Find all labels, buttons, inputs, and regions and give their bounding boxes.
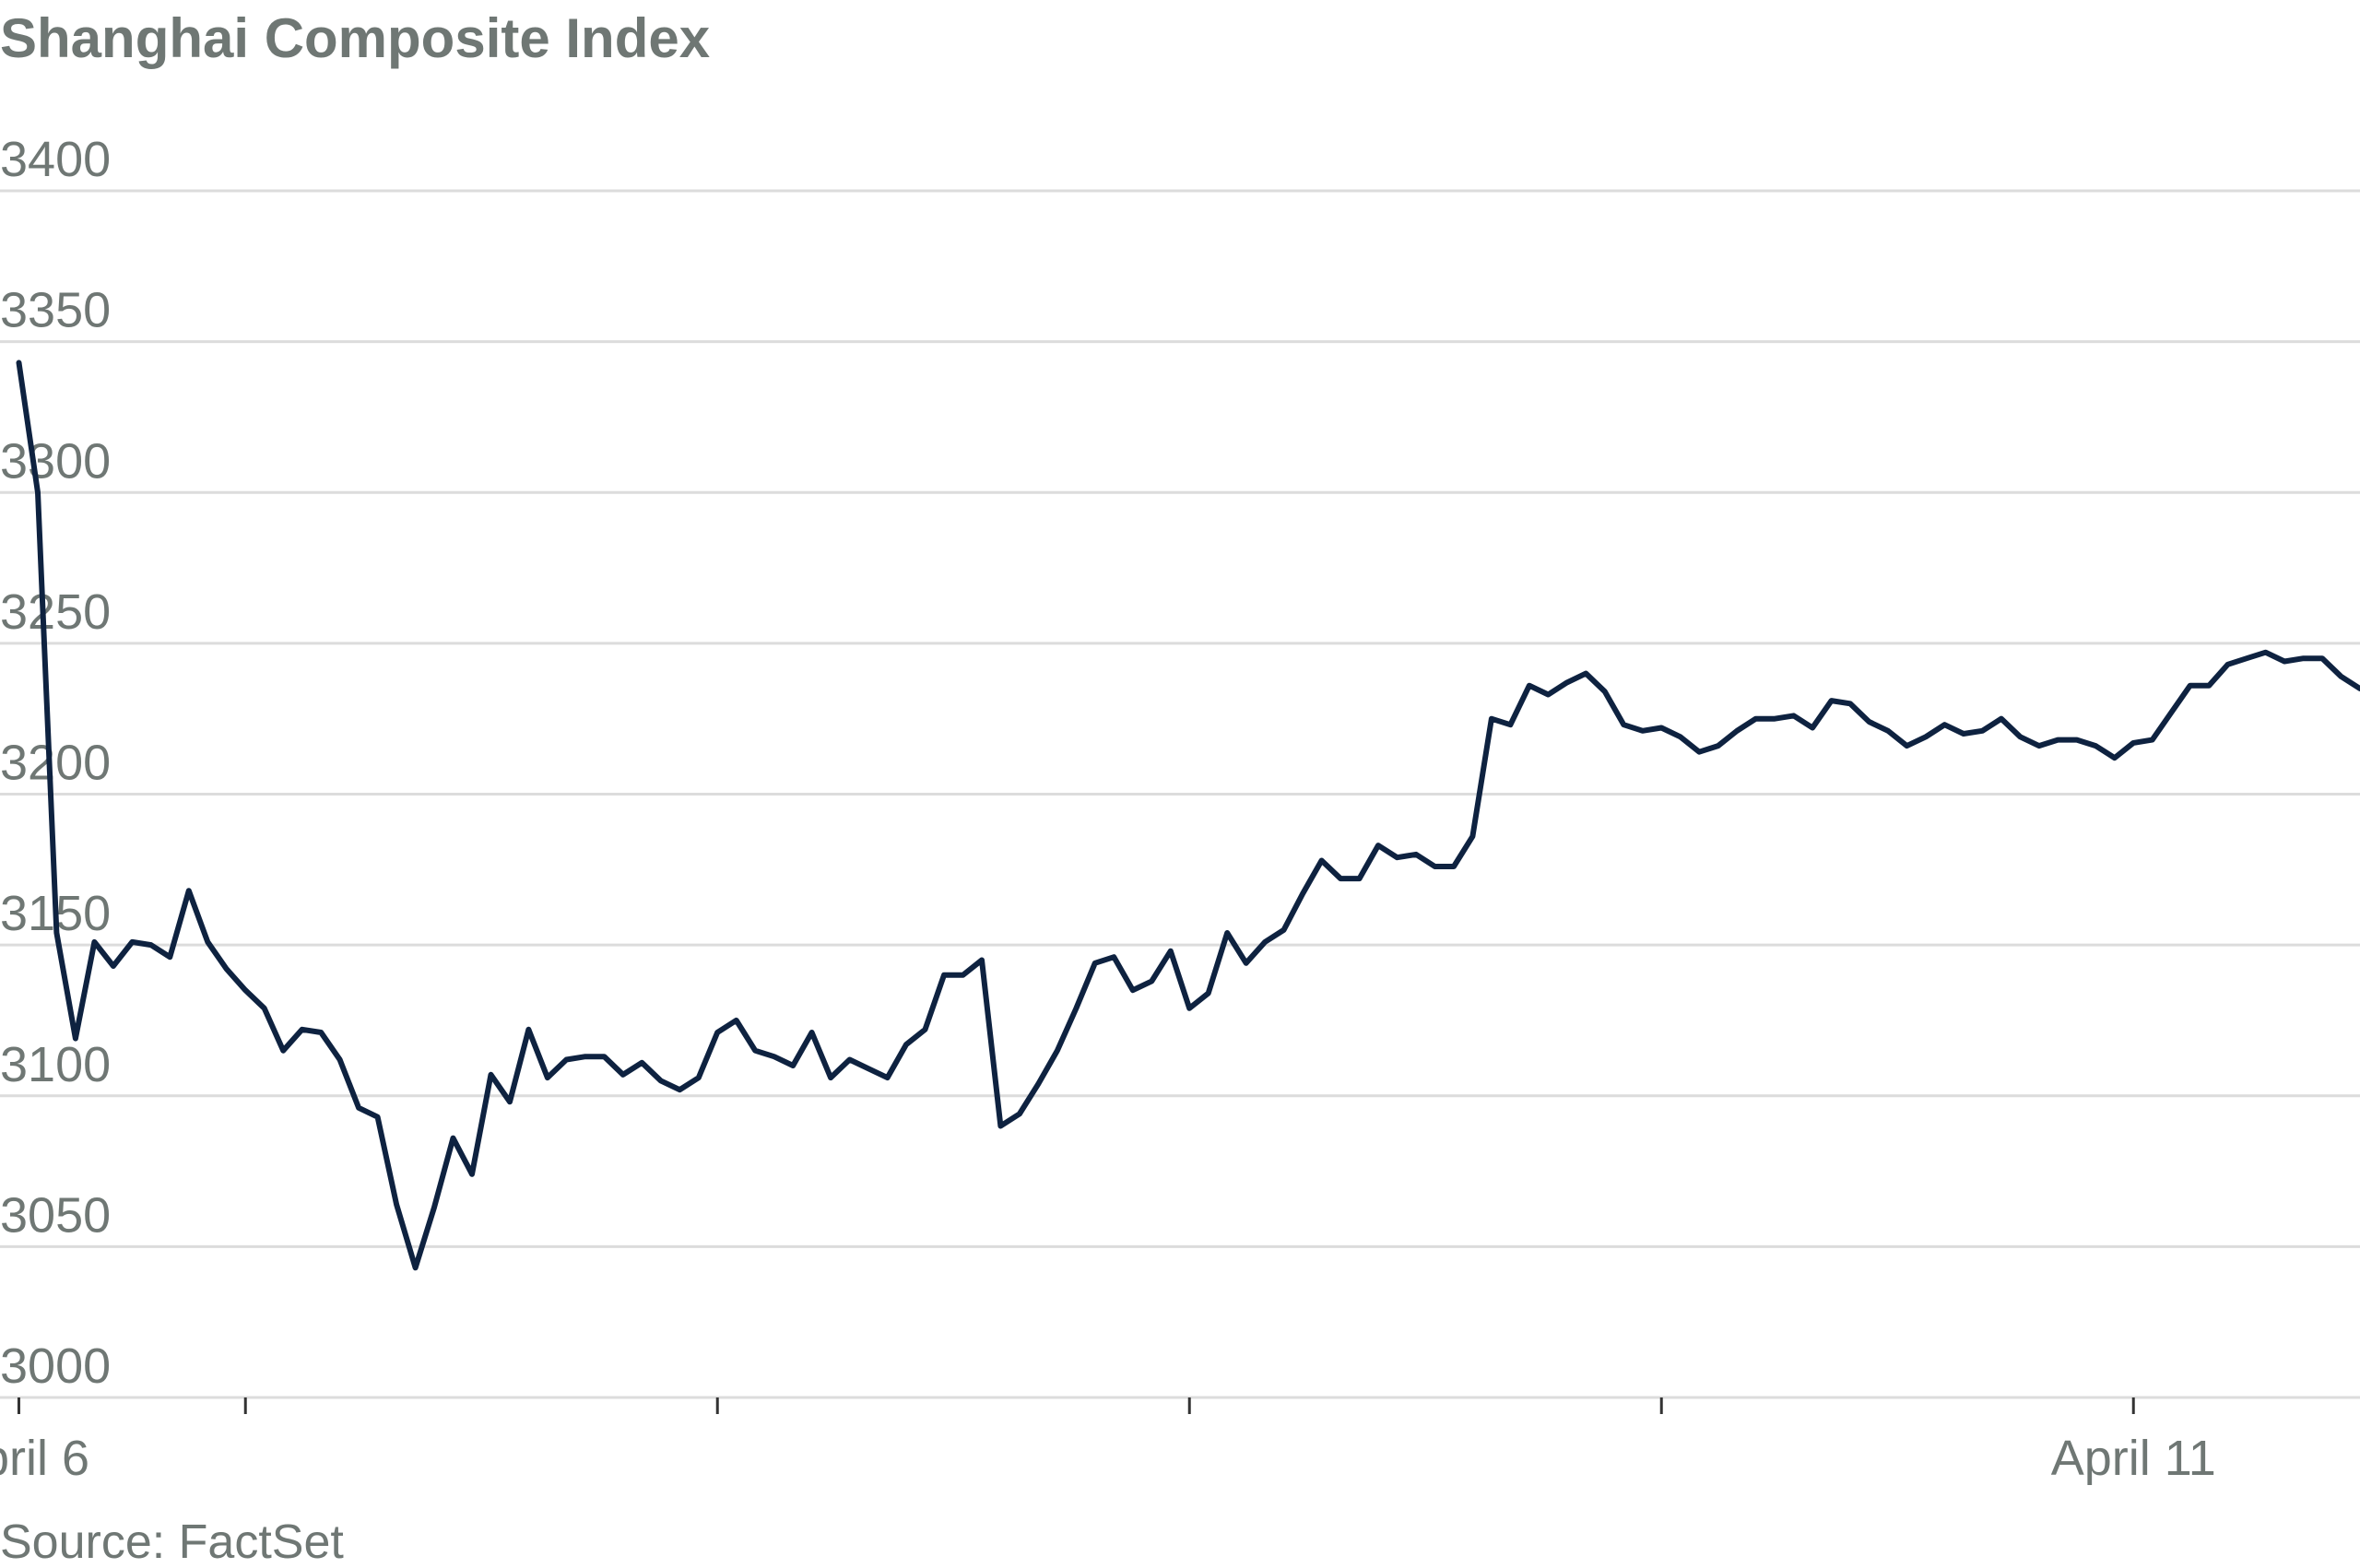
series-line-0 (16, 360, 2360, 1271)
y-tick-label-3050: 3050 (0, 1187, 111, 1243)
y-tick-label-3300: 3300 (0, 433, 111, 489)
y-tick-label-3100: 3100 (0, 1037, 111, 1092)
x-tick-label-0: April 6 (0, 1431, 89, 1486)
y-tick-label-3200: 3200 (0, 736, 111, 791)
y-tick-label-3350: 3350 (0, 283, 111, 338)
chart-title: Shanghai Composite Index (0, 7, 710, 69)
x-tick-label-5: April 11 (2051, 1431, 2216, 1486)
y-tick-label-3000: 3000 (0, 1338, 111, 1394)
gridlines (0, 189, 2360, 1399)
source-note: Source: FactSet (0, 1515, 344, 1568)
x-axis-ticks: April 6 April 11 (0, 1397, 2216, 1486)
series-lines (16, 360, 2360, 1271)
y-tick-label-3400: 3400 (0, 132, 111, 187)
y-tick-label-3250: 3250 (0, 584, 111, 640)
